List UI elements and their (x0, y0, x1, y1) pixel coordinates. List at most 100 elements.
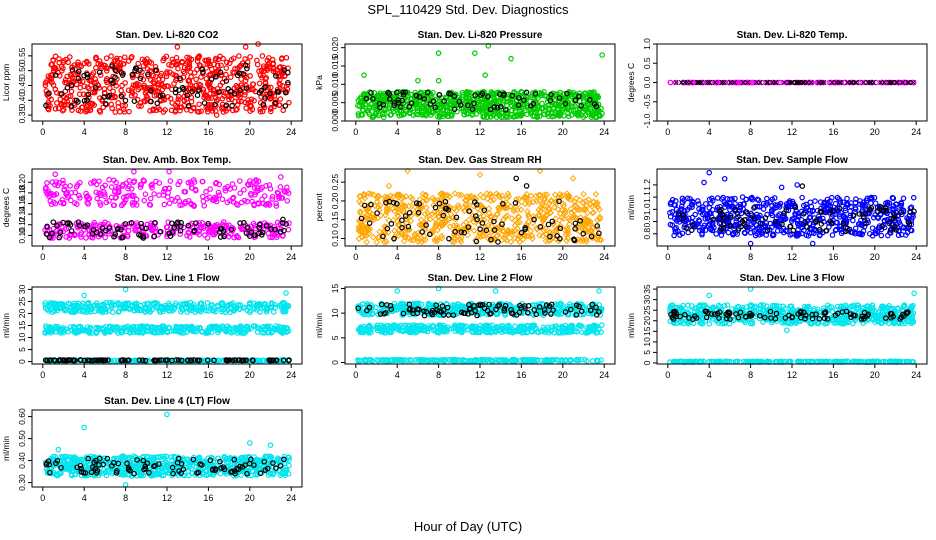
data-point (103, 55, 110, 61)
data-point (285, 226, 292, 233)
data-point (88, 180, 94, 186)
data-point (820, 79, 827, 86)
data-point (227, 74, 234, 80)
data-point (524, 111, 530, 118)
data-point (829, 232, 836, 238)
data-point (137, 75, 144, 82)
data-point (245, 100, 252, 106)
y-tick-label: 0.15 (330, 211, 340, 228)
data-point (286, 99, 292, 106)
data-point (385, 89, 391, 96)
data-point (565, 106, 571, 112)
data-point (164, 194, 171, 200)
data-point (112, 57, 119, 64)
data-point (94, 195, 100, 202)
data-point (500, 114, 507, 120)
data-point (368, 90, 374, 96)
data-point (853, 79, 859, 86)
data-point (281, 188, 287, 194)
x-tick-label: 12 (787, 252, 797, 262)
data-point (900, 195, 907, 202)
data-point (145, 71, 151, 78)
x-tick-label: 12 (475, 252, 485, 262)
data-point (50, 57, 56, 63)
data-point (443, 97, 450, 104)
data-point (194, 55, 201, 61)
data-point (64, 220, 70, 227)
data-point (472, 237, 479, 244)
data-point (403, 103, 410, 109)
data-point (591, 101, 598, 107)
data-point (599, 52, 605, 58)
data-point (271, 232, 278, 238)
data-point (211, 223, 218, 230)
data-point (868, 200, 874, 206)
data-point (534, 114, 540, 121)
data-point (167, 233, 174, 239)
x-tick-label: 24 (911, 252, 921, 262)
data-point (57, 229, 64, 236)
data-point (256, 221, 263, 228)
data-point (156, 192, 162, 198)
data-point (906, 79, 912, 86)
data-point (847, 208, 853, 215)
data-point (286, 220, 292, 226)
data-point (142, 84, 149, 91)
data-point (199, 66, 205, 72)
data-point (237, 87, 243, 94)
data-point (277, 184, 284, 190)
data-point (147, 77, 154, 83)
data-point (129, 199, 136, 206)
data-point (237, 190, 243, 196)
data-point (732, 195, 738, 202)
x-tick-label: 12 (787, 127, 797, 137)
data-point (849, 79, 855, 86)
x-tick-label: 0 (40, 252, 45, 262)
data-point (176, 93, 182, 100)
figure-title: SPL_110429 Std. Dev. Diagnostics (367, 2, 569, 17)
data-point (580, 190, 587, 198)
data-point (257, 309, 263, 315)
data-point (256, 80, 263, 87)
data-point (160, 57, 166, 64)
data-point (888, 79, 894, 86)
data-point (507, 99, 514, 106)
y-tick-label: 0.010 (330, 73, 340, 95)
data-point (435, 77, 442, 84)
data-point (76, 222, 83, 229)
data-point (113, 82, 120, 89)
data-point (448, 102, 455, 108)
data-point (185, 230, 192, 236)
data-point (355, 97, 362, 104)
data-point (436, 92, 443, 98)
data-point (208, 66, 215, 73)
data-point (97, 109, 104, 115)
data-point (141, 178, 147, 184)
data-point (464, 90, 471, 97)
data-point (829, 79, 835, 86)
data-point (789, 79, 795, 86)
data-point (199, 220, 206, 226)
data-point (190, 105, 197, 112)
data-point (872, 200, 879, 207)
data-point (765, 79, 771, 86)
data-point (186, 65, 192, 72)
data-point (728, 79, 734, 86)
data-point (188, 201, 195, 208)
data-point (497, 104, 504, 110)
data-point (234, 234, 240, 240)
data-point (272, 304, 279, 311)
data-point (512, 105, 518, 111)
data-point (245, 84, 252, 91)
data-point (229, 102, 235, 109)
data-point (140, 76, 147, 83)
data-point (50, 82, 57, 88)
data-point (208, 76, 215, 83)
data-point (103, 68, 110, 74)
data-point (391, 102, 397, 109)
data-point (53, 90, 60, 96)
y-axis-label: percent (314, 193, 324, 222)
data-point (102, 182, 108, 189)
data-point (363, 238, 370, 246)
data-point (112, 74, 118, 81)
